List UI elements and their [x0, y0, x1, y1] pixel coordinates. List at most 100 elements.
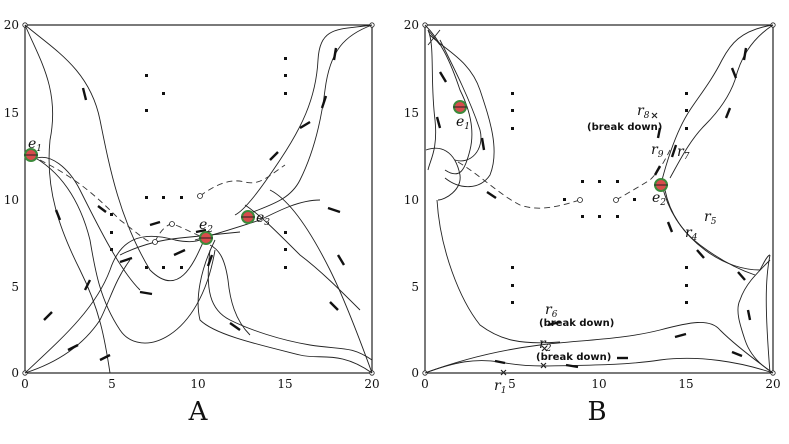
- panel-a-trajectories: [24, 24, 373, 374]
- panel-a-waypoints: [152, 193, 203, 245]
- trajectory: [544, 357, 774, 374]
- panel-a-obstacles: [110, 57, 287, 269]
- trajectory: [427, 29, 441, 46]
- y-tick: 20: [404, 18, 419, 32]
- trajectory: [29, 154, 216, 344]
- event-label: e2: [199, 217, 213, 235]
- panel-a-dashed-paths: [39, 159, 286, 243]
- panel-b-y-ticks: 0 5 10 15 20: [404, 18, 419, 380]
- panel-b: 0 5 10 15 20 0 5 10 15 20: [404, 18, 781, 427]
- trajectory: [765, 254, 771, 374]
- panel-b-event-e1: e1: [453, 100, 470, 132]
- panel-a-event-e2: e2: [199, 217, 213, 245]
- panel-a-label: A: [188, 397, 209, 427]
- break-down-note-r2: (break down): [536, 352, 611, 363]
- event-label: e3: [256, 210, 270, 228]
- trajectory: [24, 24, 111, 374]
- trajectory: [24, 235, 211, 374]
- trajectory: [209, 244, 251, 336]
- robot-label-r6: r6: [545, 302, 558, 320]
- x-tick: 5: [108, 377, 116, 391]
- panel-b-waypoints: [577, 197, 619, 203]
- x-tick: 20: [765, 377, 780, 391]
- y-tick: 15: [4, 106, 19, 120]
- x-tick: 15: [277, 377, 292, 391]
- dashed-path: [199, 164, 286, 197]
- trajectory: [661, 184, 756, 276]
- dashed-path: [615, 149, 671, 201]
- panel-a: 0 5 10 15 20 0 5 10 15 20: [4, 18, 380, 427]
- robot-label-r7: r7: [677, 144, 690, 162]
- trajectory: [207, 249, 373, 361]
- trajectory: [24, 24, 206, 282]
- trajectory: [436, 199, 561, 344]
- panel-a-frame: [24, 24, 373, 374]
- trajectory: [737, 259, 774, 374]
- x-tick: 10: [190, 377, 205, 391]
- x-tick: 0: [421, 377, 429, 391]
- y-tick: 5: [411, 280, 419, 294]
- event-label: e1: [456, 114, 470, 132]
- trajectory: [234, 24, 373, 216]
- x-tick: 0: [21, 377, 29, 391]
- panel-b-trajectories: [424, 24, 774, 374]
- panel-b-event-e2: e2: [652, 178, 668, 208]
- panel-b-arrows: [435, 47, 752, 369]
- panel-b-robot-markers: [500, 112, 658, 376]
- panel-a-event-e1: e1: [24, 136, 42, 162]
- panel-b-obstacles: [511, 92, 688, 304]
- trajectory: [424, 360, 546, 374]
- break-down-note-r8: (break down): [587, 122, 662, 133]
- robot-label-r8: r8: [637, 103, 650, 121]
- y-tick: 0: [11, 366, 19, 380]
- y-tick: 0: [411, 366, 419, 380]
- trajectory: [669, 24, 774, 179]
- x-tick: 5: [508, 377, 516, 391]
- trajectory: [439, 39, 482, 162]
- robot-label-r4: r4: [685, 225, 698, 243]
- dashed-path: [39, 159, 156, 243]
- event-label: e1: [28, 136, 42, 154]
- trajectory: [425, 147, 461, 201]
- trajectory: [424, 24, 473, 175]
- panel-a-y-ticks: 0 5 10 15 20: [4, 18, 19, 380]
- trajectory: [424, 321, 774, 374]
- event-label: e2: [652, 190, 666, 208]
- trajectory: [244, 204, 361, 311]
- trajectory: [429, 34, 495, 188]
- trajectory: [247, 24, 373, 215]
- dashed-path: [457, 161, 581, 209]
- trajectory: [31, 156, 141, 291]
- trajectory: [664, 189, 771, 271]
- robot-label-r5: r5: [704, 209, 717, 227]
- panel-b-label: B: [587, 397, 606, 427]
- y-tick: 5: [11, 280, 19, 294]
- y-tick: 10: [404, 193, 419, 207]
- dashed-path: [154, 223, 201, 243]
- x-tick: 20: [364, 377, 379, 391]
- x-tick: 15: [678, 377, 693, 391]
- panel-a-event-e3: e3: [241, 210, 270, 228]
- trajectory: [197, 239, 373, 374]
- panel-a-arrows: [43, 47, 346, 362]
- panel-a-corners: [22, 22, 375, 376]
- panel-b-dashed-paths: [457, 149, 671, 209]
- y-tick: 20: [4, 18, 19, 32]
- x-tick: 10: [591, 377, 606, 391]
- trajectory: [269, 189, 373, 374]
- trajectory: [194, 199, 321, 241]
- panel-b-x-ticks: 0 5 10 15 20: [421, 377, 780, 391]
- panel-b-frame: [424, 24, 774, 374]
- robot-label-r2: r2: [539, 336, 552, 354]
- y-tick: 10: [4, 193, 19, 207]
- robot-label-r9: r9: [651, 142, 664, 160]
- trajectory: [427, 29, 437, 171]
- break-down-note-r6: (break down): [539, 318, 614, 329]
- trajectory: [119, 231, 241, 256]
- trajectory: [661, 24, 774, 181]
- y-tick: 15: [404, 106, 419, 120]
- robot-label-r1: r1: [494, 378, 506, 396]
- panel-a-x-ticks: 0 5 10 15 20: [21, 377, 379, 391]
- trajectory: [24, 259, 131, 374]
